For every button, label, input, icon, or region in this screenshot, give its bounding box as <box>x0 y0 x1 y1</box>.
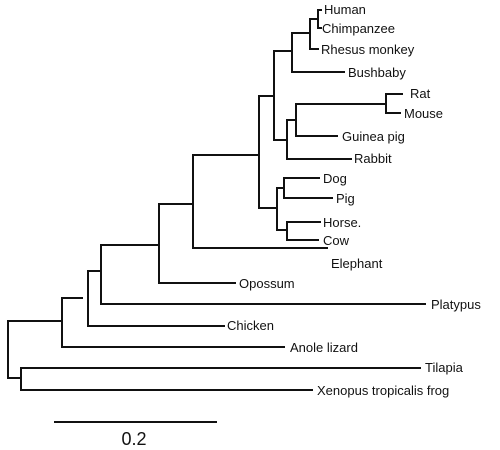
branch-mammals-chicken <box>87 270 225 327</box>
branch-horse-cow <box>286 221 321 241</box>
branch-rodents <box>295 103 387 137</box>
branch-opossum-node <box>158 203 236 284</box>
scale-bar: 0.2 <box>54 421 217 449</box>
branch-dog-pig <box>283 177 333 199</box>
leaf-label-xenopus: Xenopus tropicalis frog <box>317 383 449 398</box>
leaf-label-rabbit: Rabbit <box>354 151 392 166</box>
leaf-label-dog: Dog <box>323 171 347 186</box>
branch-rat-mouse <box>385 93 403 114</box>
branch-placentals <box>192 154 328 249</box>
branch-amniotes-node <box>61 297 89 348</box>
leaf-label-bushbaby: Bushbaby <box>348 65 406 80</box>
leaf-label-opossum: Opossum <box>239 276 295 291</box>
branch-anthropoids <box>309 18 319 50</box>
leaf-label-guinea-pig: Guinea pig <box>342 129 405 144</box>
branch-tilapia-xenopus <box>20 367 421 391</box>
leaf-label-platypus: Platypus <box>431 297 481 312</box>
branch-boreoeutheria <box>258 95 278 209</box>
branch-root <box>7 320 63 379</box>
leaf-label-human: Human <box>324 2 366 17</box>
leaf-label-elephant: Elephant <box>331 256 383 271</box>
branch-euarchontoglires <box>273 50 293 141</box>
branch-human-chimp <box>317 9 322 29</box>
leaf-label-chicken: Chicken <box>227 318 274 333</box>
branch-platypus-node <box>100 244 426 305</box>
leaf-label-mouse: Mouse <box>404 106 443 121</box>
scale-bar-label: 0.2 <box>121 429 146 449</box>
leaf-label-rat: Rat <box>410 86 431 101</box>
leaf-label-chimpanzee: Chimpanzee <box>322 21 395 36</box>
branch-glires <box>286 119 352 160</box>
leaf-label-tilapia: Tilapia <box>425 360 464 375</box>
leaf-labels: Human Chimpanzee Rhesus monkey Bushbaby … <box>227 2 481 398</box>
branch-primates <box>291 32 345 73</box>
leaf-label-rhesus-monkey: Rhesus monkey <box>321 42 415 57</box>
leaf-label-pig: Pig <box>336 191 355 206</box>
leaf-label-horse: Horse. <box>323 215 361 230</box>
leaf-label-cow: Cow <box>323 233 350 248</box>
branch-laurasiatheria <box>276 187 288 231</box>
tree-branches <box>7 9 426 391</box>
leaf-label-anole-lizard: Anole lizard <box>290 340 358 355</box>
